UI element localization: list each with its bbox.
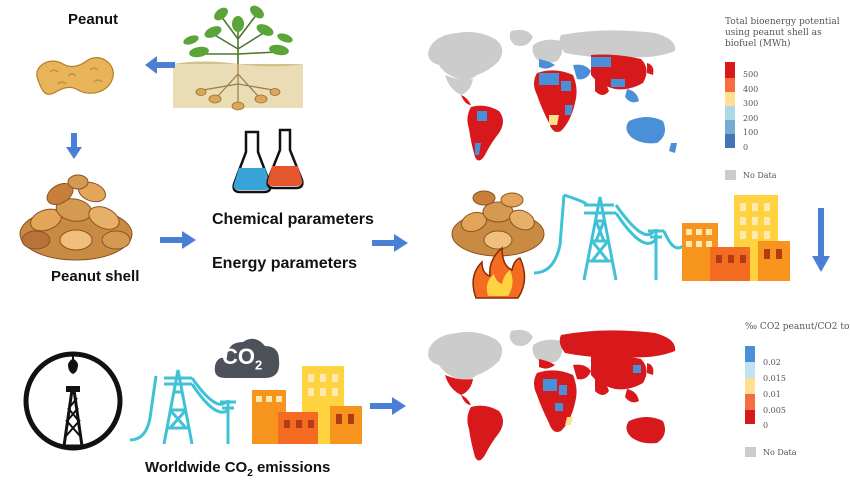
legend-bottom-swatch-0.015 (745, 362, 755, 378)
legend-bottom-scale (745, 346, 757, 424)
legend-top-no-data-label: No Data (743, 171, 777, 180)
legend-bottom-tick-0.015: 0.015 (763, 374, 786, 383)
legend-top-swatch-200 (725, 106, 735, 120)
legend-top-swatch-300 (725, 92, 735, 106)
legend-bottom-swatch-0.005 (745, 394, 755, 410)
arrow-emissions-to-map (370, 397, 406, 415)
peanut-icon (36, 57, 114, 95)
arrow-parameters-to-energy (372, 234, 408, 252)
legend-top-tick-500: 500 (743, 70, 759, 79)
legend-bottom-no-data-label: No Data (763, 448, 797, 457)
legend-top-tick-200: 200 (743, 114, 759, 123)
co2-ratio-world-map (428, 329, 676, 461)
legend-top-swatch-400 (725, 78, 735, 92)
chemistry-flasks-icon (232, 128, 304, 194)
legend-top-title: Total bioenergy potential using peanut s… (725, 17, 845, 50)
power-grid-emissions-illustration (130, 366, 362, 445)
legend-top-swatch-500 (725, 62, 735, 78)
legend-top-tick-0: 0 (743, 143, 749, 152)
legend-top-scale (725, 62, 737, 150)
co2-cloud-label: CO2 (222, 344, 262, 372)
legend-bottom-tick-0.02: 0.02 (763, 358, 781, 367)
co2-cloud-sub: 2 (255, 357, 263, 373)
legend-bottom-swatch-0.02 (745, 346, 755, 362)
legend-top-title-line2: using peanut shell as (725, 28, 822, 38)
legend-top-title-line1: Total bioenergy potential (725, 17, 840, 27)
legend-bottom-tick-0.01: 0.01 (763, 390, 781, 399)
peanut-plant-icon (173, 5, 303, 111)
legend-top-tick-300: 300 (743, 99, 759, 108)
co2-cloud-icon (214, 338, 280, 378)
arrow-shell-to-parameters (160, 231, 196, 249)
peanut-shell-label: Peanut shell (51, 268, 140, 285)
peanut-label: Peanut (68, 11, 119, 28)
worldwide-emissions-suffix: emissions (252, 459, 331, 476)
legend-top-swatch-0 (725, 134, 735, 148)
arrow-peanut-to-shell (66, 133, 82, 159)
legend-top-tick-400: 400 (743, 85, 759, 94)
legend-top-no-data-swatch (725, 170, 736, 180)
burning-shell-pile-icon (451, 190, 545, 299)
legend-top-title-line3: biofuel (MWh) (725, 39, 791, 49)
legend-bottom-swatch-0.01 (745, 378, 755, 394)
worldwide-emissions-prefix: Worldwide CO (145, 459, 248, 476)
chemical-parameters-label: Chemical parameters (212, 211, 374, 228)
legend-bottom-tick-0: 0 (763, 421, 769, 430)
co2-cloud-main: CO (222, 344, 255, 369)
legend-top-tick-100: 100 (743, 128, 759, 137)
worldwide-emissions-label: Worldwide CO2 emissions (145, 459, 330, 479)
worldwide-emissions-sub: 2 (247, 468, 253, 479)
legend-bottom-no-data-swatch (745, 447, 756, 457)
arrow-plant-to-peanut (145, 56, 175, 74)
legend-bottom-title: ‰ CO2 peanut/CO2 total (745, 322, 850, 332)
bioenergy-potential-world-map (428, 29, 677, 161)
power-grid-bioenergy-illustration (534, 193, 790, 281)
peanut-shell-pile-icon (19, 174, 133, 261)
legend-bottom-swatch-0 (745, 410, 755, 424)
oil-rig-icon (23, 351, 123, 451)
arrow-down-energy-to-emissions (812, 208, 830, 272)
legend-bottom-tick-0.005: 0.005 (763, 406, 786, 415)
energy-parameters-label: Energy parameters (212, 255, 357, 272)
legend-top-swatch-100 (725, 120, 735, 134)
